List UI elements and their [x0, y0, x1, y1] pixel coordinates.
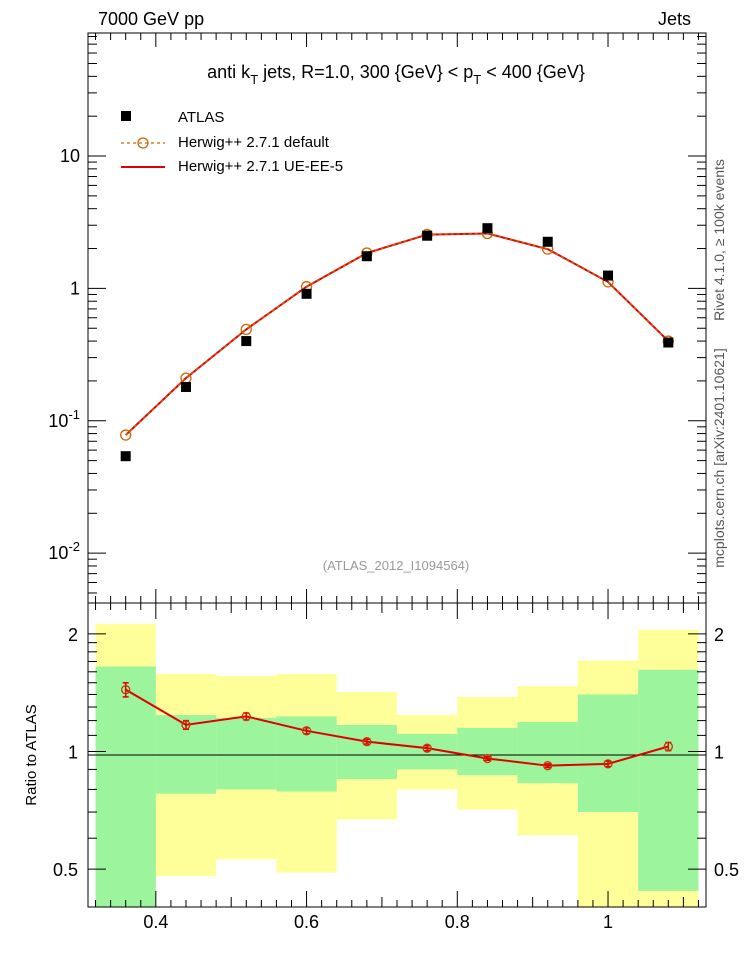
ratio-y-tick-label: 1 [68, 743, 78, 763]
atlas-point [663, 337, 674, 348]
default-point [240, 323, 252, 336]
analysis-watermark: (ATLAS_2012_I1094564) [323, 558, 469, 573]
ratio-default-point [362, 737, 372, 747]
atlas-point [422, 230, 433, 241]
default-point [120, 429, 132, 441]
legend: ATLAS Herwig++ 2.7.1 default Herwig++ 2.… [121, 109, 343, 175]
ratio-y-tick-label: 0.5 [53, 860, 78, 880]
mcplots-label: mcplots.cern.ch [arXiv:2401.10621] [711, 348, 727, 567]
ratio-default-point [181, 720, 191, 730]
main-y-axis: 10-2 10-1 1 10 [48, 35, 706, 594]
legend-default-label: Herwig++ 2.7.1 default [178, 134, 330, 151]
main-series-layer [120, 223, 674, 462]
atlas-point [542, 236, 553, 247]
legend-atlas-marker [121, 111, 131, 121]
legend-default-marker [137, 137, 149, 149]
ratio-x-tick-label: 0.8 [445, 912, 470, 932]
chart-title: anti kT jets, R=1.0, 300 {GeV} < pT < 40… [207, 62, 585, 87]
ratio-inner-band [95, 666, 156, 907]
main-x-axis [95, 33, 699, 603]
ratio-inner-band [638, 669, 699, 891]
main-y-tick-label: 1 [70, 278, 80, 298]
ratio-bands [95, 624, 699, 907]
atlas-point [603, 270, 614, 281]
ratio-y-axis: 0.5 0.5 1 1 2 2 [53, 625, 739, 880]
ratio-ueee5-line [125, 688, 669, 767]
ratio-default-point [121, 685, 131, 695]
ratio-default-point [663, 741, 673, 752]
title-part-3: < 400 {GeV} [481, 62, 585, 82]
legend-ueee5-label: Herwig++ 2.7.1 UE-EE-5 [178, 158, 343, 175]
atlas-point [361, 251, 372, 262]
atlas-point [241, 336, 252, 347]
title-part-1: anti k [207, 62, 251, 82]
ratio-default-point [241, 711, 251, 722]
ratio-panel: 0.5 0.5 1 1 2 2 0.4 0.6 0.8 1 Ratio to ATLAS [23, 602, 739, 932]
ratio-y-tick-label-right: 1 [714, 743, 724, 763]
ratio-y-tick-label-right: 2 [714, 625, 724, 645]
legend-atlas-label: ATLAS [178, 109, 224, 126]
ratio-x-tick-label: 1 [603, 912, 613, 932]
ratio-x-tick-label: 0.6 [294, 912, 319, 932]
rivet-version-label: Rivet 4.1.0, ≥ 100k events [711, 159, 727, 321]
atlas-point [301, 288, 312, 299]
main-y-tick-label: 10-2 [48, 539, 80, 563]
ratio-x-axis: 0.4 0.6 0.8 1 [95, 603, 699, 932]
ratio-inner-band [216, 717, 277, 790]
ratio-default-point [543, 761, 553, 771]
ratio-y-tick-label-right: 0.5 [714, 860, 739, 880]
main-y-tick-label: 10-1 [48, 407, 80, 431]
ratio-default-point [301, 726, 312, 736]
title-part-2: jets, R=1.0, 300 {GeV} < p [258, 62, 473, 82]
atlas-point [482, 223, 493, 234]
process-label: Jets [658, 9, 691, 29]
title-sub-2: T [473, 72, 481, 87]
ratio-default-point [603, 759, 613, 769]
ratio-inner-band [457, 727, 518, 776]
ratio-inner-band [336, 724, 397, 780]
title-sub-1: T [250, 72, 258, 87]
energy-label: 7000 GeV pp [98, 9, 204, 29]
ratio-inner-band [517, 722, 578, 784]
ratio-default-point [422, 743, 432, 753]
ratio-default-point [482, 753, 493, 764]
ratio-y-label: Ratio to ATLAS [23, 704, 40, 805]
ueee5-line [124, 232, 670, 436]
atlas-point [120, 451, 131, 462]
atlas-point [180, 381, 191, 392]
default-line [125, 232, 669, 436]
ratio-series-layer [121, 681, 673, 771]
main-y-tick-label: 10 [60, 146, 80, 166]
ratio-inner-band [577, 694, 639, 813]
ratio-x-tick-label: 0.4 [143, 912, 168, 932]
ratio-y-tick-label: 2 [68, 625, 78, 645]
